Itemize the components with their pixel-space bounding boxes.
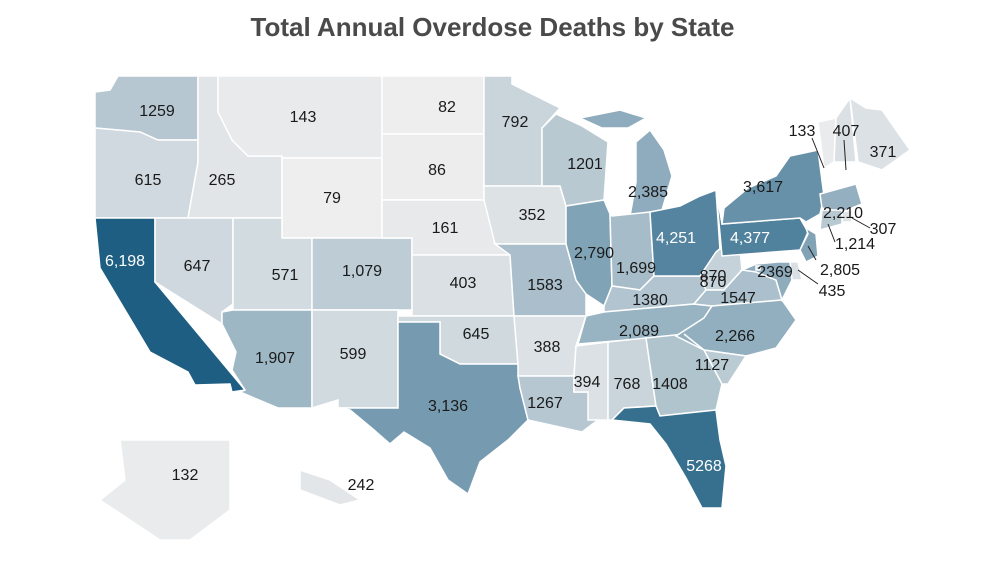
state-label-wv: 870 xyxy=(700,274,727,291)
state-md[interactable] xyxy=(739,261,793,303)
state-label-sc: 1127 xyxy=(695,357,730,374)
leader-line-nj xyxy=(807,245,817,261)
state-label-vt: 133 xyxy=(789,123,816,140)
state-ak[interactable] xyxy=(98,439,231,541)
state-sc[interactable] xyxy=(683,333,748,385)
state-label-il: 2,790 xyxy=(574,245,614,262)
state-label-ny: 3,617 xyxy=(743,179,783,196)
state-label-in: 1,699 xyxy=(616,260,656,277)
state-label-mo: 1583 xyxy=(527,277,563,294)
state-label-ct: 1,214 xyxy=(835,236,875,253)
state-nj[interactable] xyxy=(799,226,819,264)
state-label-mi: 2,385 xyxy=(628,184,668,201)
state-label-nd: 82 xyxy=(438,99,456,116)
leader-line-vt xyxy=(811,137,825,169)
state-label-ks: 403 xyxy=(450,275,477,292)
state-label-ri: 307 xyxy=(870,221,897,238)
state-ny[interactable] xyxy=(721,149,825,225)
state-label-dc: 870 xyxy=(700,268,727,285)
state-label-ky: 1380 xyxy=(632,292,668,309)
state-mi[interactable] xyxy=(577,109,673,217)
state-nd[interactable] xyxy=(381,75,485,135)
state-label-wa: 1259 xyxy=(139,103,175,120)
state-label-ca: 6,198 xyxy=(105,253,145,270)
state-label-la: 1267 xyxy=(527,395,563,412)
state-label-ga: 1408 xyxy=(652,376,688,393)
leader-line-nh xyxy=(843,139,847,171)
state-label-pa: 4,377 xyxy=(730,230,770,247)
state-label-ut: 571 xyxy=(272,267,299,284)
state-label-fl: 5268 xyxy=(686,458,722,475)
state-label-or: 615 xyxy=(135,172,162,189)
state-label-ia: 352 xyxy=(519,207,546,224)
state-label-oh: 4,251 xyxy=(656,230,696,247)
state-label-co: 1,079 xyxy=(342,263,382,280)
state-label-va: 1547 xyxy=(720,290,756,307)
state-label-id: 265 xyxy=(209,172,236,189)
state-me[interactable] xyxy=(849,96,912,171)
state-label-ak: 132 xyxy=(172,467,199,484)
state-hi[interactable] xyxy=(299,468,362,506)
state-label-wy: 79 xyxy=(323,190,341,207)
state-label-ne: 161 xyxy=(432,220,459,237)
state-label-nj: 2,805 xyxy=(820,262,860,279)
state-label-ar: 388 xyxy=(534,339,561,356)
state-in[interactable] xyxy=(609,211,655,291)
state-label-mt: 143 xyxy=(290,109,317,126)
state-label-al: 768 xyxy=(614,376,641,393)
state-label-nv: 647 xyxy=(184,258,211,275)
state-label-nm: 599 xyxy=(340,346,367,363)
leader-line-ct xyxy=(827,223,836,243)
state-dc[interactable] xyxy=(755,265,761,271)
state-label-md: 2369 xyxy=(757,264,793,281)
state-label-ms: 394 xyxy=(574,374,601,391)
state-label-wi: 1201 xyxy=(567,156,603,173)
state-nh[interactable] xyxy=(833,95,857,163)
state-label-me: 371 xyxy=(870,144,897,161)
state-label-sd: 86 xyxy=(428,162,446,179)
state-tx[interactable] xyxy=(337,321,529,496)
state-label-ma: 2,210 xyxy=(823,205,863,222)
chart-title: Total Annual Overdose Deaths by State xyxy=(250,12,735,42)
state-label-tx: 3,136 xyxy=(428,398,468,415)
state-ma[interactable] xyxy=(819,183,863,213)
state-ct[interactable] xyxy=(819,209,843,232)
state-label-mn: 792 xyxy=(502,114,529,131)
state-label-hi: 242 xyxy=(348,477,375,494)
leader-line-ri xyxy=(851,217,871,229)
state-label-az: 1,907 xyxy=(255,350,295,367)
state-label-ok: 645 xyxy=(463,326,490,343)
state-label-de: 435 xyxy=(819,283,846,300)
state-label-tn: 2,089 xyxy=(619,323,659,340)
state-label-nc: 2,266 xyxy=(715,328,755,345)
state-label-nh: 407 xyxy=(833,123,860,140)
state-fl[interactable] xyxy=(610,405,727,509)
leader-line-de xyxy=(797,269,819,285)
